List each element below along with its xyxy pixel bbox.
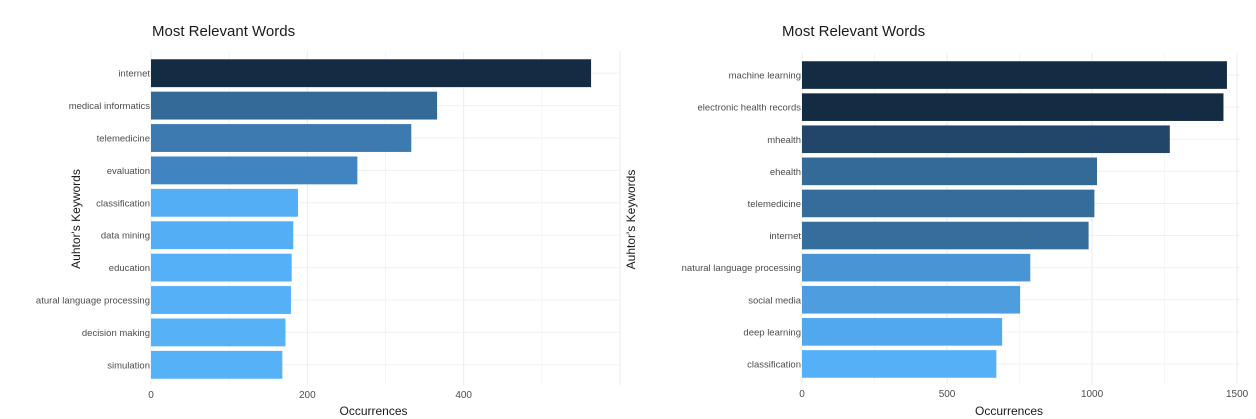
chart-panel-left: internet medical informatics telemedicine e… <box>36 23 621 418</box>
bar <box>802 253 1031 282</box>
bar <box>802 221 1089 250</box>
y-tick-label: classification <box>96 198 150 209</box>
y-tick-label: telemedicine <box>748 199 801 210</box>
y-tick-label: simulation <box>107 360 150 371</box>
y-tick-label: machine learning <box>729 71 801 82</box>
x-tick-label: 0 <box>148 390 154 401</box>
y-tick-label: internet <box>118 69 150 80</box>
x-tick-label: 0 <box>799 389 805 400</box>
y-tick-label: classification <box>747 359 801 370</box>
bar <box>802 61 1227 89</box>
bar <box>151 156 358 185</box>
y-tick-label: atural language processing <box>36 296 150 307</box>
y-tick-label: data mining <box>101 231 150 242</box>
chart-title: Most Relevant Words <box>782 23 925 40</box>
y-tick-label: natural language processing <box>682 263 801 274</box>
x-tick-label: 200 <box>299 390 316 401</box>
bar <box>151 350 283 379</box>
bar <box>151 221 294 250</box>
y-tick-label: education <box>109 263 150 274</box>
y-tick-label: electronic health records <box>698 103 802 114</box>
bar <box>151 91 438 120</box>
bar <box>802 285 1021 314</box>
x-tick-label: 400 <box>455 390 472 401</box>
bar <box>802 125 1170 154</box>
chart-title: Most Relevant Words <box>152 23 295 40</box>
y-axis-label: Auhtor's Keywords <box>69 169 83 269</box>
bar <box>151 253 292 282</box>
bar <box>802 189 1095 218</box>
y-tick-label: decision making <box>82 328 150 339</box>
x-tick-label: 500 <box>939 389 956 400</box>
bar <box>802 318 1003 346</box>
y-tick-label: mhealth <box>767 135 801 146</box>
y-tick-label: ehealth <box>770 167 801 178</box>
y-tick-label: telemedicine <box>97 134 150 145</box>
bar <box>151 59 592 88</box>
bar <box>802 93 1224 121</box>
x-tick-label: 1000 <box>1081 389 1104 400</box>
bar <box>151 286 291 314</box>
bar <box>802 350 997 378</box>
chart-panel-right: machine learning electronic health record… <box>624 23 1249 418</box>
bar <box>151 318 286 347</box>
y-tick-label: internet <box>769 231 801 242</box>
x-axis-label: Occurrences <box>975 404 1043 418</box>
bar <box>802 157 1097 186</box>
y-tick-label: evaluation <box>107 166 150 177</box>
y-tick-label: social media <box>748 295 802 306</box>
x-tick-label: 1500 <box>1226 389 1249 400</box>
y-tick-label: medical informatics <box>69 101 151 112</box>
x-axis-label: Occurrences <box>339 404 407 418</box>
y-tick-label: deep learning <box>743 327 801 338</box>
y-axis-label: Auhtor's Keywords <box>624 170 638 270</box>
bar <box>151 188 298 217</box>
bar <box>151 124 412 152</box>
